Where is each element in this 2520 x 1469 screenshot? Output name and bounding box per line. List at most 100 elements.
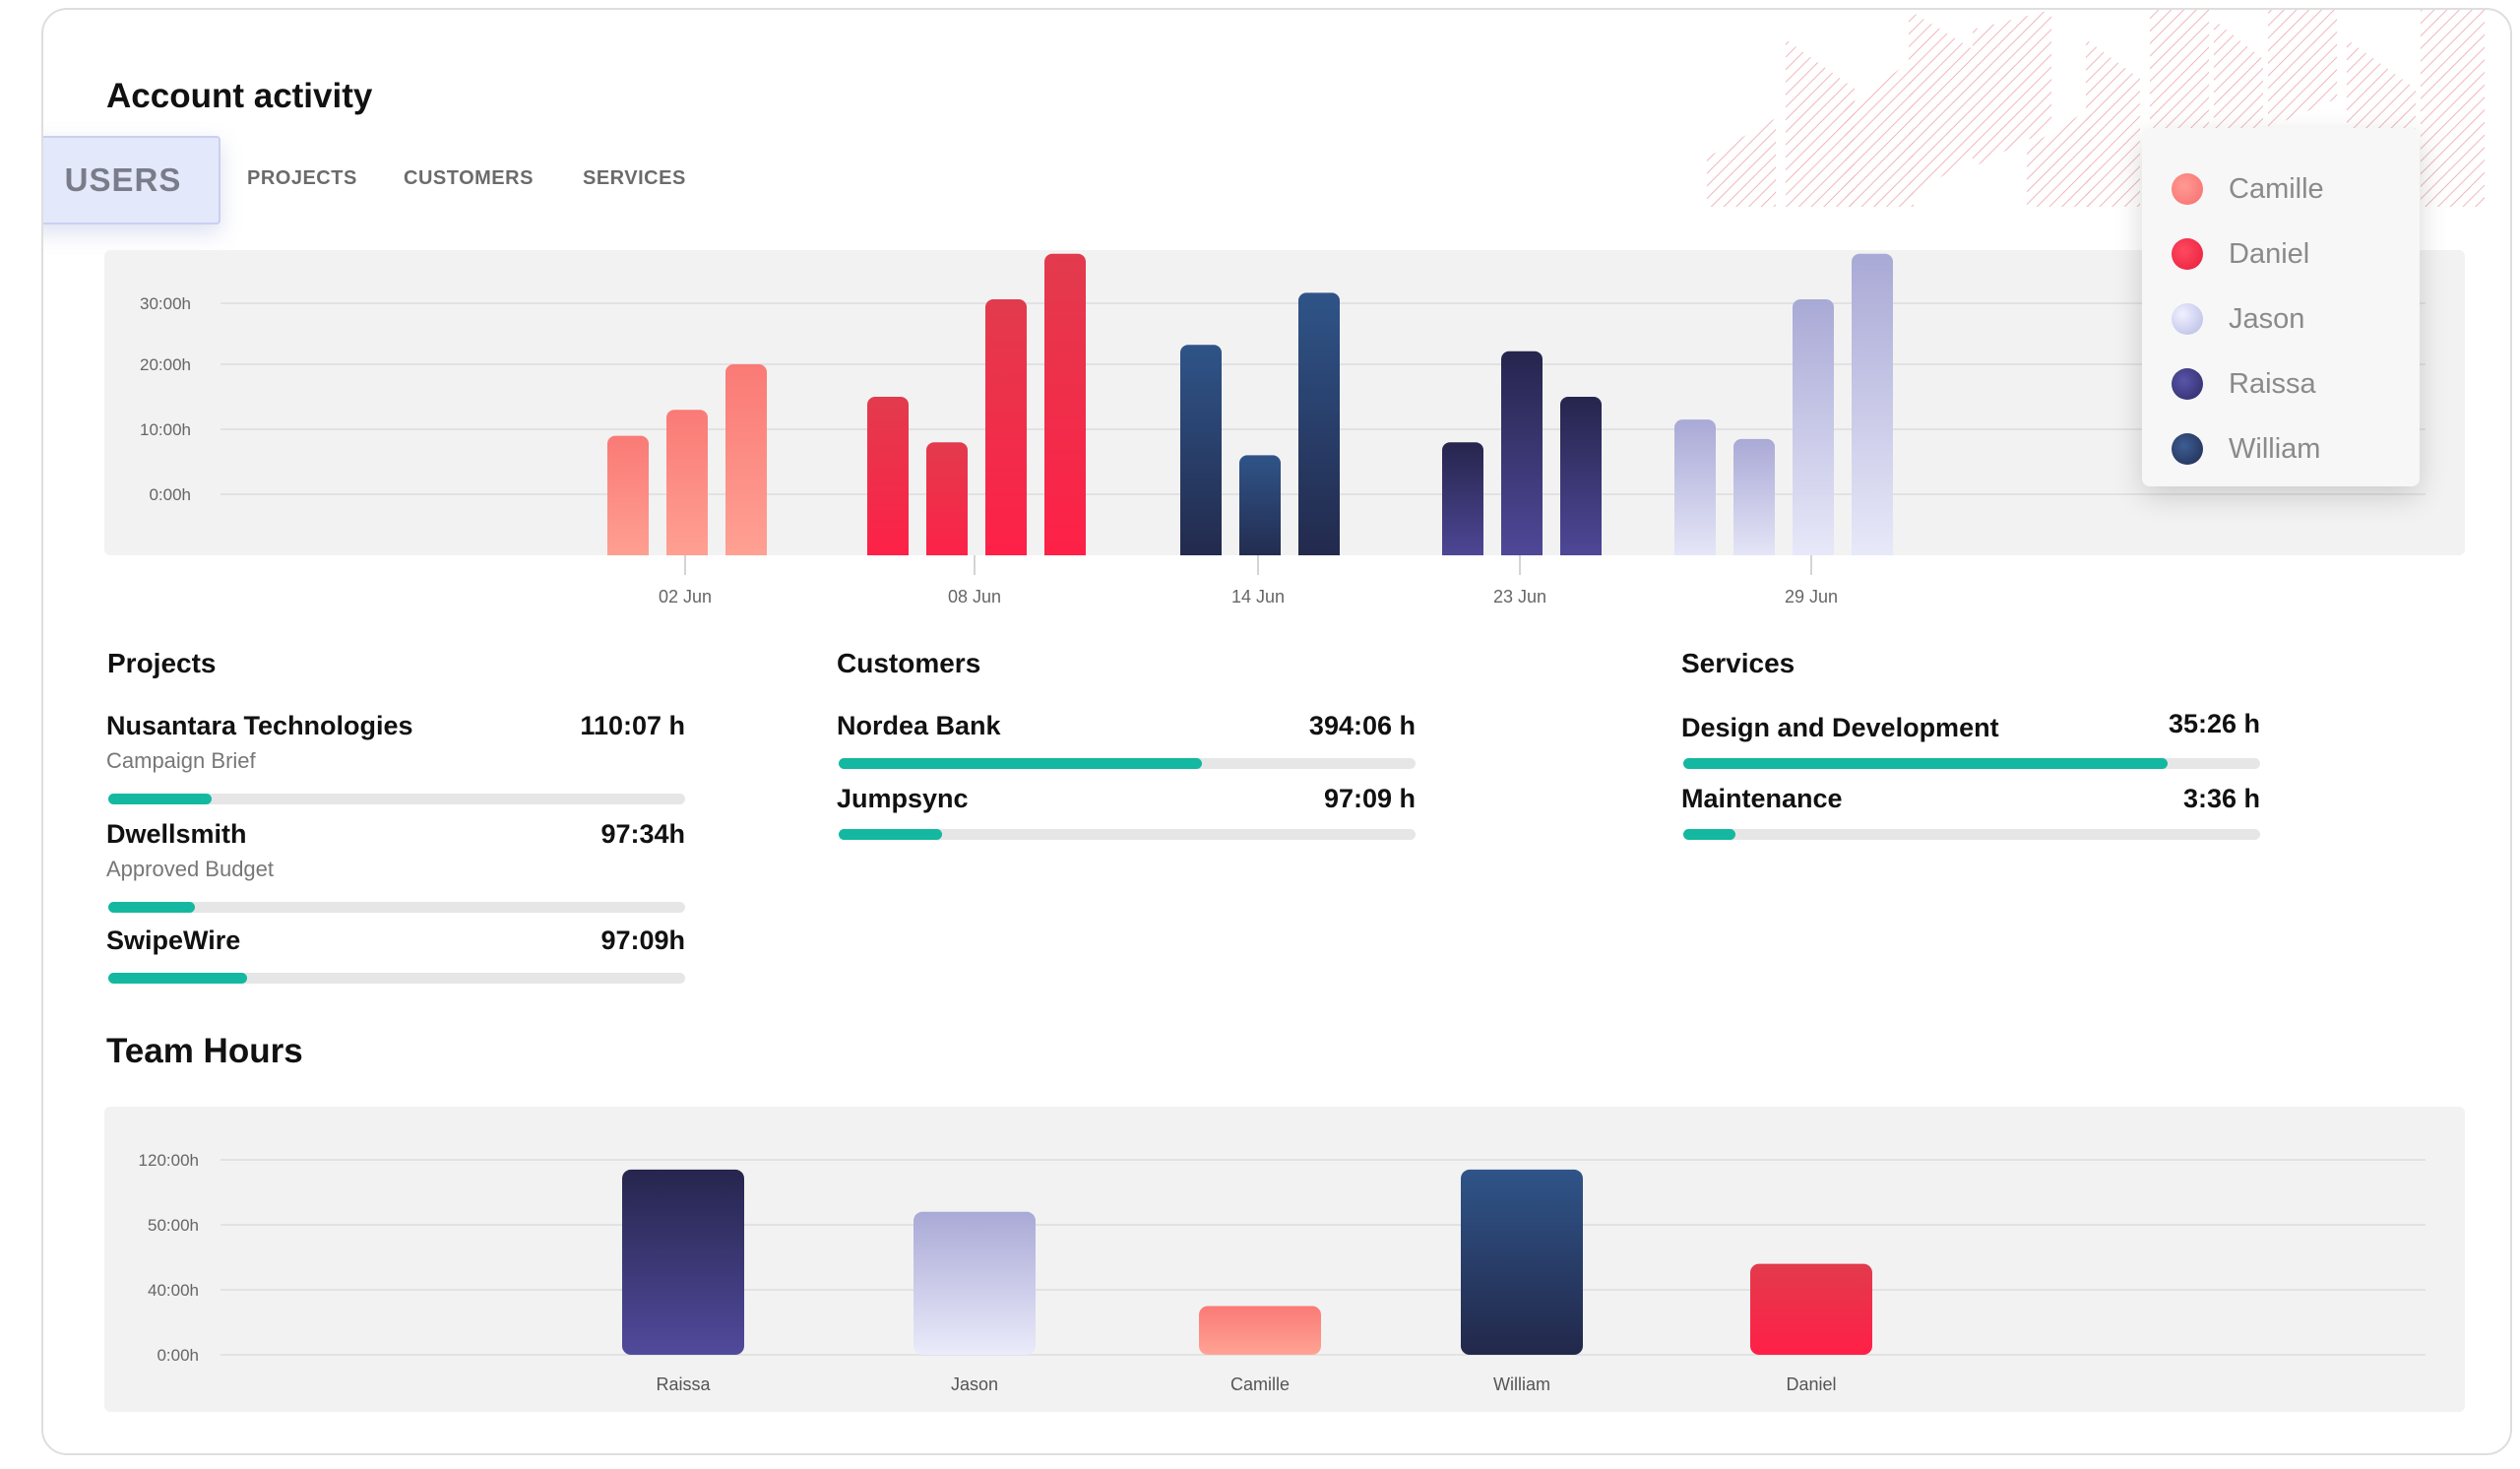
legend-item-raissa[interactable]: Raissa bbox=[2172, 364, 2316, 404]
project-name: Nusantara Technologies bbox=[106, 711, 413, 740]
project-name: SwipeWire bbox=[106, 926, 241, 955]
customer-hours: 97:09 h bbox=[1323, 784, 1416, 813]
legend-label: Jason bbox=[2229, 302, 2305, 335]
legend-item-jason[interactable]: Jason bbox=[2172, 299, 2304, 339]
progress-fill bbox=[108, 902, 195, 913]
x-tick-label: Jason bbox=[951, 1374, 998, 1394]
team-hours-title: Team Hours bbox=[106, 1032, 303, 1070]
activity-chart-panel bbox=[104, 250, 2465, 555]
bar-02-jun-3[interactable] bbox=[725, 364, 767, 567]
customer-name: Jumpsync bbox=[837, 784, 969, 813]
progress-track bbox=[1683, 758, 2260, 769]
x-tick-label: William bbox=[1493, 1374, 1550, 1394]
legend-dot-camille bbox=[2172, 173, 2203, 205]
bar-29-jun-2[interactable] bbox=[1733, 438, 1775, 567]
y-tick-label: 10:00h bbox=[140, 420, 191, 439]
bar-08-jun-1[interactable] bbox=[867, 397, 909, 567]
x-tick-label: 02 Jun bbox=[659, 587, 712, 607]
y-tick-label: 120:00h bbox=[139, 1151, 199, 1170]
bar-23-jun-3[interactable] bbox=[1560, 397, 1602, 567]
progress-fill bbox=[108, 794, 213, 804]
chart-legend: Camille Daniel Jason Raissa William bbox=[2142, 128, 2420, 486]
y-tick-label: 30:00h bbox=[140, 294, 191, 313]
projects-title: Projects bbox=[107, 648, 217, 678]
services-title: Services bbox=[1681, 648, 1796, 678]
bar-29-jun-3[interactable] bbox=[1793, 299, 1834, 567]
service-hours: 3:36 h bbox=[2182, 784, 2260, 813]
progress-track bbox=[108, 902, 685, 913]
team-bar-raissa[interactable] bbox=[622, 1169, 744, 1355]
customer-hours: 394:06 h bbox=[1308, 711, 1416, 740]
bar-14-jun-1[interactable] bbox=[1180, 345, 1222, 567]
tab-customers[interactable]: CUSTOMERS bbox=[404, 167, 534, 189]
x-tick-label: Daniel bbox=[1786, 1374, 1836, 1394]
customers-title: Customers bbox=[837, 648, 981, 678]
account-activity-card: Account activity USERS PROJECTS CUSTOMER… bbox=[41, 8, 2512, 1455]
service-name: Design and Development bbox=[1681, 713, 1999, 742]
legend-label: William bbox=[2229, 432, 2321, 465]
tab-bar: USERS PROJECTS CUSTOMERS SERVICES bbox=[43, 136, 732, 224]
progress-fill bbox=[1683, 758, 2169, 769]
bar-02-jun-2[interactable] bbox=[666, 410, 708, 567]
legend-dot-jason bbox=[2172, 303, 2203, 335]
page-title: Account activity bbox=[106, 77, 373, 115]
legend-item-camille[interactable]: Camille bbox=[2172, 169, 2324, 209]
progress-track bbox=[839, 829, 1416, 840]
y-tick-label: 40:00h bbox=[148, 1281, 199, 1300]
tab-projects[interactable]: PROJECTS bbox=[247, 167, 357, 189]
bar-23-jun-2[interactable] bbox=[1501, 351, 1543, 567]
project-hours: 97:09h bbox=[600, 926, 685, 955]
project-name: Dwellsmith bbox=[106, 819, 247, 849]
project-hours: 97:34h bbox=[600, 819, 685, 849]
legend-label: Raissa bbox=[2229, 367, 2316, 400]
team-bar-jason[interactable] bbox=[914, 1211, 1036, 1355]
y-tick-label: 0:00h bbox=[149, 485, 191, 504]
bar-29-jun-1[interactable] bbox=[1674, 419, 1716, 567]
progress-fill bbox=[108, 973, 247, 984]
legend-dot-william bbox=[2172, 433, 2203, 465]
bar-08-jun-2[interactable] bbox=[926, 442, 968, 567]
progress-fill bbox=[839, 758, 1203, 769]
project-subtitle: Approved Budget bbox=[106, 857, 275, 881]
service-name: Maintenance bbox=[1681, 784, 1843, 813]
bar-02-jun-1[interactable] bbox=[607, 435, 649, 567]
project-subtitle: Campaign Brief bbox=[106, 748, 256, 773]
account-activity-chart: 30:00h 20:00h 10:00h 0:00h 02 Jun 08 Jun 14 Ju… bbox=[140, 253, 2426, 607]
team-bar-daniel[interactable] bbox=[1750, 1263, 1872, 1355]
team-hours-panel bbox=[104, 1107, 2465, 1412]
x-tick-label: 29 Jun bbox=[1785, 587, 1838, 607]
bar-29-jun-4[interactable] bbox=[1852, 253, 1893, 567]
legend-item-william[interactable]: William bbox=[2172, 429, 2320, 469]
legend-dot-daniel bbox=[2172, 238, 2203, 270]
bar-14-jun-2[interactable] bbox=[1239, 455, 1281, 567]
x-tick-label: Camille bbox=[1230, 1374, 1290, 1394]
progress-track bbox=[1683, 829, 2260, 840]
x-tick-label: 14 Jun bbox=[1231, 587, 1285, 607]
x-tick-label: Raissa bbox=[656, 1374, 711, 1394]
project-hours: 110:07 h bbox=[580, 711, 685, 740]
bar-23-jun-1[interactable] bbox=[1442, 442, 1483, 567]
y-tick-label: 20:00h bbox=[140, 355, 191, 374]
x-tick-label: 23 Jun bbox=[1493, 587, 1546, 607]
service-hours: 35:26 h bbox=[2168, 709, 2260, 738]
team-bar-camille[interactable] bbox=[1199, 1306, 1321, 1356]
bar-08-jun-4[interactable] bbox=[1044, 253, 1086, 567]
y-tick-label: 50:00h bbox=[148, 1216, 199, 1235]
progress-track bbox=[839, 758, 1416, 769]
legend-label: Camille bbox=[2229, 172, 2324, 205]
y-tick-label: 0:00h bbox=[157, 1346, 199, 1365]
progress-fill bbox=[1683, 829, 1735, 840]
legend-item-daniel[interactable]: Daniel bbox=[2172, 234, 2309, 274]
tab-services[interactable]: SERVICES bbox=[583, 167, 686, 189]
progress-fill bbox=[839, 829, 943, 840]
customer-name: Nordea Bank bbox=[837, 711, 1001, 740]
progress-track bbox=[108, 794, 685, 804]
legend-dot-raissa bbox=[2172, 368, 2203, 400]
bar-08-jun-3[interactable] bbox=[985, 299, 1027, 567]
team-hours-chart: 120:00h 50:00h 40:00h 0:00h Raissa Jason Camil… bbox=[139, 1151, 2426, 1394]
x-tick-label: 08 Jun bbox=[948, 587, 1001, 607]
legend-label: Daniel bbox=[2229, 237, 2310, 270]
bar-14-jun-3[interactable] bbox=[1298, 292, 1340, 567]
tab-users[interactable]: USERS bbox=[43, 136, 220, 224]
team-bar-william[interactable] bbox=[1461, 1169, 1583, 1355]
